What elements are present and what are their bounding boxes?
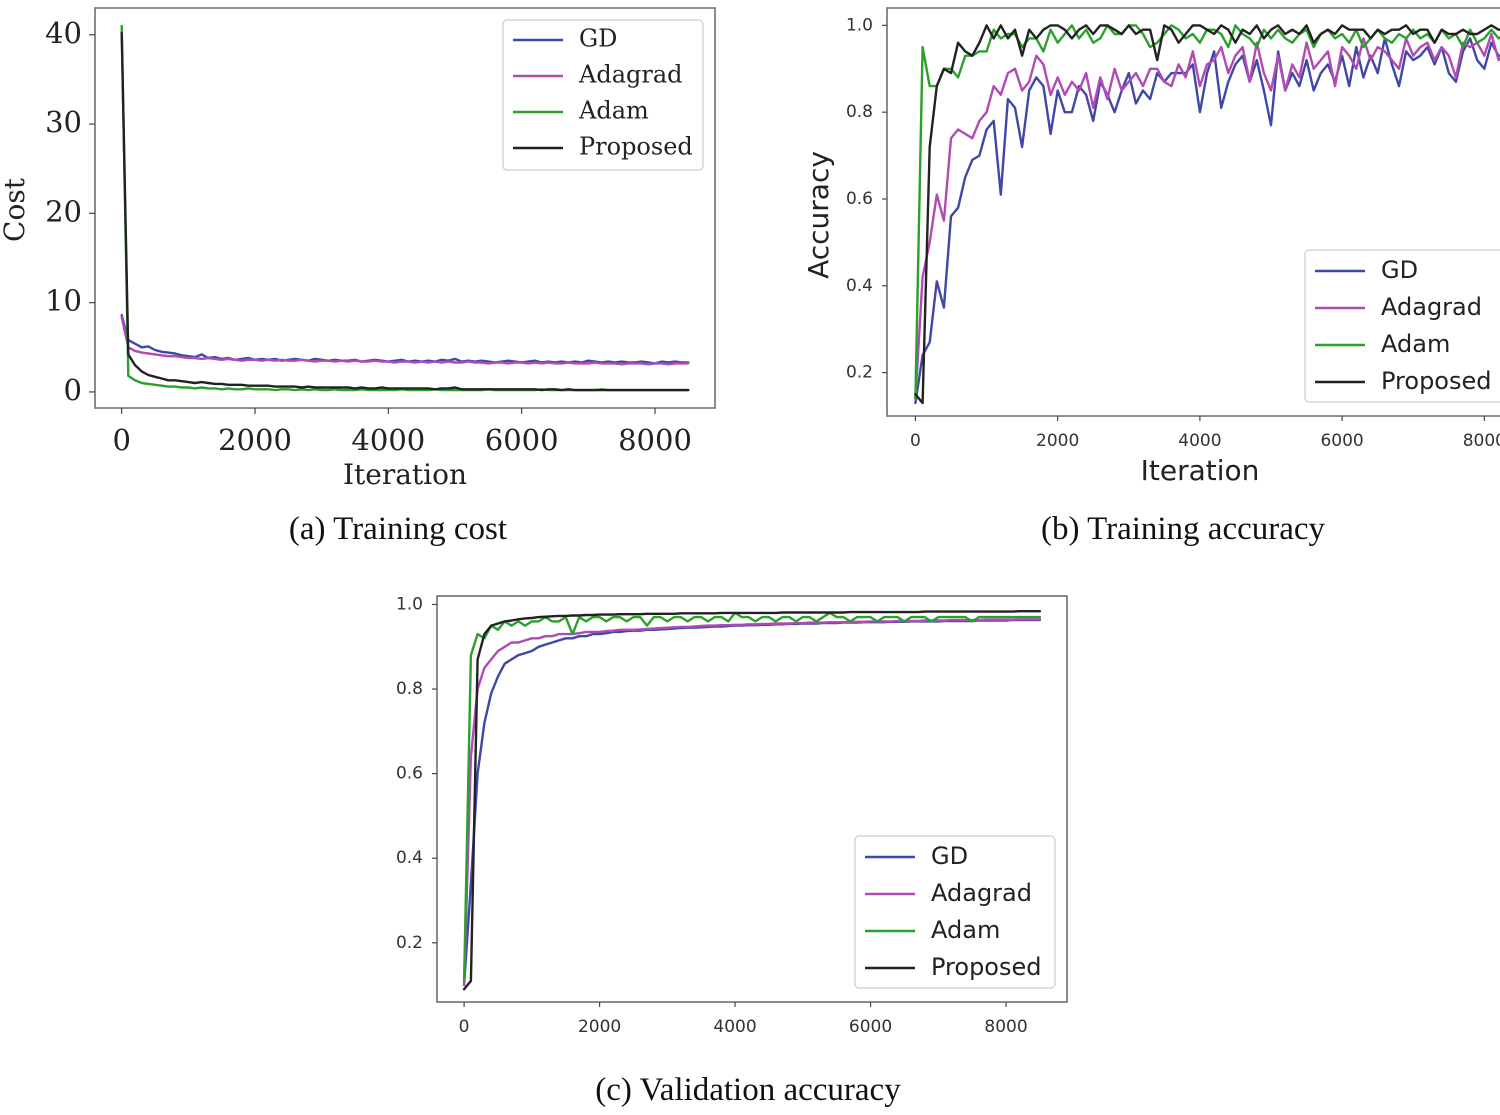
legend-label-adam: Adam — [578, 97, 649, 125]
x-tick-label: 0 — [910, 431, 921, 451]
x-tick-label: 6000 — [849, 1017, 892, 1037]
series-group — [914, 24, 1500, 405]
x-tick-label: 2000 — [1036, 431, 1079, 451]
y-axis-label: Cost — [0, 177, 31, 242]
legend-label-proposed: Proposed — [579, 133, 693, 161]
axis-ticks: 0 2000 4000 6000 8000 0.2 0.4 0.6 0.8 1.0 — [846, 15, 1500, 451]
axis-ticks: 0 2000 4000 6000 8000 0.2 0.4 0.6 0.8 1.0 — [396, 594, 1028, 1037]
y-tick-label: 1.0 — [396, 594, 423, 614]
series-group — [462, 610, 1042, 991]
y-tick-label: 30 — [45, 105, 82, 139]
x-tick-label: 2000 — [218, 423, 292, 457]
legend-label-gd: GD — [579, 25, 617, 53]
legend-label-proposed: Proposed — [1381, 367, 1492, 395]
series-line-adagrad — [120, 315, 690, 366]
x-tick-label: 6000 — [1320, 431, 1363, 451]
legend-label-adam: Adam — [1381, 330, 1450, 358]
legend: GD Adagrad Adam Proposed — [502, 19, 704, 171]
y-tick-label: 10 — [45, 284, 82, 318]
legend: GD Adagrad Adam Proposed — [854, 835, 1056, 989]
y-tick-label: 0.8 — [396, 679, 423, 699]
x-tick-label: 4000 — [1178, 431, 1221, 451]
y-tick-label: 0.4 — [396, 848, 423, 868]
y-tick-label: 0.2 — [846, 363, 873, 383]
panel-training-cost: 0 2000 4000 6000 8000 0 10 20 30 40 Iteration Cos… — [0, 7, 716, 547]
x-tick-label: 4000 — [713, 1017, 756, 1037]
series-line-proposed — [462, 610, 1042, 991]
legend-box — [502, 19, 704, 171]
x-axis-label: Iteration — [343, 458, 467, 491]
y-tick-label: 40 — [45, 16, 82, 50]
legend-box — [1304, 249, 1500, 403]
x-tick-label: 6000 — [485, 423, 559, 457]
y-tick-label: 0.6 — [396, 764, 423, 784]
series-line-gd — [914, 37, 1500, 405]
x-tick-label: 4000 — [351, 423, 425, 457]
y-tick-label: 0.8 — [846, 102, 873, 122]
caption: (c) Validation accuracy — [595, 1072, 901, 1108]
x-axis-label: Iteration — [1141, 454, 1260, 487]
series-line-adagrad — [462, 618, 1042, 987]
y-tick-label: 0.4 — [846, 276, 873, 296]
series-line-adagrad — [914, 32, 1500, 400]
series-line-adam — [462, 611, 1042, 983]
legend-label-gd: GD — [931, 842, 968, 870]
y-tick-label: 0.2 — [396, 933, 423, 953]
legend-label-adagrad: Adagrad — [931, 879, 1032, 907]
panel-validation-accuracy: 0 2000 4000 6000 8000 0.2 0.4 0.6 0.8 1.0 GD Adagr… — [396, 594, 1068, 1108]
y-tick-label: 20 — [45, 194, 82, 228]
series-group — [120, 24, 690, 392]
legend-label-adam: Adam — [931, 916, 1000, 944]
series-line-proposed — [120, 31, 690, 392]
x-tick-label: 0 — [112, 423, 130, 457]
legend-box — [854, 835, 1056, 989]
legend-label-adagrad: Adagrad — [578, 61, 683, 89]
legend-label-adagrad: Adagrad — [1381, 293, 1482, 321]
y-tick-label: 0 — [64, 373, 82, 407]
x-tick-label: 0 — [459, 1017, 470, 1037]
panel-training-accuracy: 0 2000 4000 6000 8000 0.2 0.4 0.6 0.8 1.0 Iterati… — [802, 7, 1500, 547]
y-tick-label: 0.6 — [846, 189, 873, 209]
x-tick-label: 8000 — [618, 423, 692, 457]
series-line-proposed — [914, 24, 1500, 405]
x-tick-label: 2000 — [578, 1017, 621, 1037]
axis-ticks: 0 2000 4000 6000 8000 0 10 20 30 40 — [45, 16, 692, 457]
x-tick-label: 8000 — [984, 1017, 1027, 1037]
legend-label-proposed: Proposed — [931, 953, 1042, 981]
y-tick-label: 1.0 — [846, 15, 873, 35]
legend: GD Adagrad Adam Proposed — [1304, 249, 1500, 403]
legend-label-gd: GD — [1381, 256, 1418, 284]
x-tick-label: 8000 — [1463, 431, 1500, 451]
caption: (b) Training accuracy — [1041, 511, 1326, 547]
caption: (a) Training cost — [289, 511, 507, 547]
y-axis-label: Accuracy — [802, 151, 835, 279]
